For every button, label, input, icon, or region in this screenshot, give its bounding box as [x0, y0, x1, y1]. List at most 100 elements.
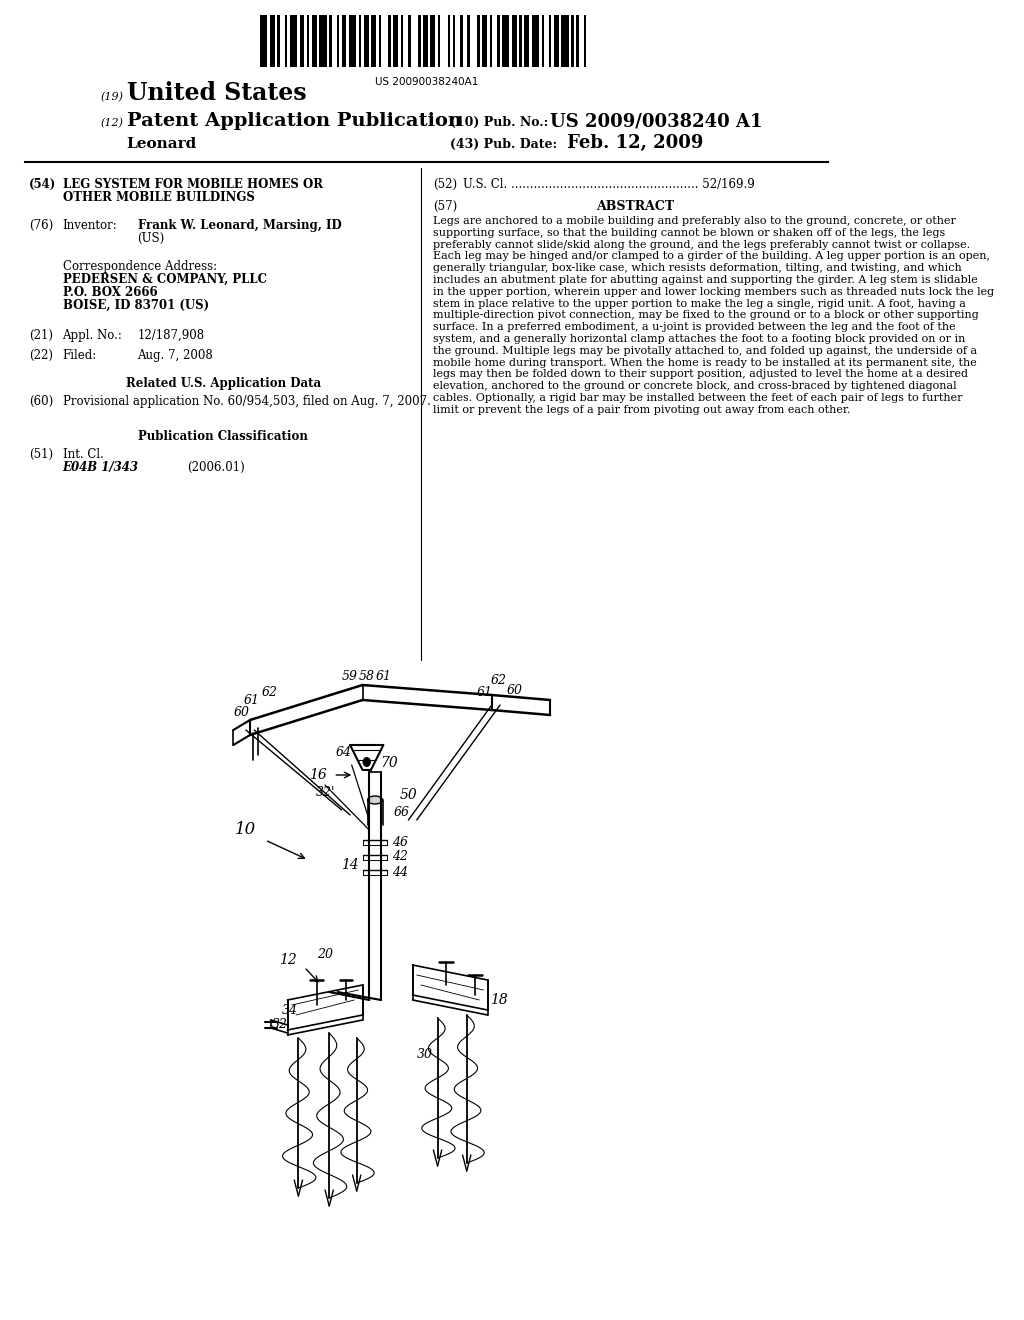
Text: system, and a generally horizontal clamp attaches the foot to a footing block pr: system, and a generally horizontal clamp… [433, 334, 966, 345]
Bar [577, 15, 579, 67]
Bar [364, 15, 369, 67]
Text: supporting surface, so that the building cannot be blown or shaken off of the le: supporting surface, so that the building… [433, 228, 945, 238]
Text: 32': 32' [315, 787, 335, 800]
Bar [260, 15, 267, 67]
Bar [388, 15, 391, 67]
Text: 61: 61 [376, 671, 391, 684]
Bar [561, 15, 568, 67]
Bar [453, 15, 455, 67]
Bar [489, 15, 493, 67]
Text: Frank W. Leonard, Marsing, ID: Frank W. Leonard, Marsing, ID [137, 219, 341, 232]
Text: (19): (19) [100, 91, 123, 102]
Bar [512, 15, 517, 67]
Text: OTHER MOBILE BUILDINGS: OTHER MOBILE BUILDINGS [62, 191, 254, 205]
Text: 61: 61 [477, 685, 494, 698]
Text: generally triangular, box-like case, which resists deformation, tilting, and twi: generally triangular, box-like case, whi… [433, 263, 963, 273]
Text: Related U.S. Application Data: Related U.S. Application Data [126, 378, 321, 389]
Text: 30: 30 [417, 1048, 433, 1061]
Text: 50: 50 [399, 788, 417, 803]
Text: 62: 62 [261, 686, 278, 700]
Text: Publication Classification: Publication Classification [138, 430, 308, 444]
Text: 61: 61 [244, 693, 260, 706]
Text: Feb. 12, 2009: Feb. 12, 2009 [566, 135, 703, 152]
Text: legs may then be folded down to their support position, adjusted to level the ho: legs may then be folded down to their su… [433, 370, 969, 379]
Ellipse shape [368, 796, 383, 804]
Text: Filed:: Filed: [62, 348, 96, 362]
Text: 42: 42 [392, 850, 409, 863]
Text: PEDERSEN & COMPANY, PLLC: PEDERSEN & COMPANY, PLLC [62, 273, 266, 286]
Text: stem in place relative to the upper portion to make the leg a single, rigid unit: stem in place relative to the upper port… [433, 298, 967, 309]
Text: 62: 62 [490, 673, 507, 686]
Bar [549, 15, 552, 67]
Text: (60): (60) [29, 395, 53, 408]
Text: 60: 60 [233, 705, 250, 718]
Text: 10: 10 [236, 821, 256, 838]
Bar [319, 15, 327, 67]
Text: U.S. Cl. .................................................. 52/169.9: U.S. Cl. ...............................… [463, 178, 755, 191]
Text: Correspondence Address:: Correspondence Address: [62, 260, 217, 273]
Text: E04B 1/343: E04B 1/343 [62, 461, 138, 474]
Text: (51): (51) [29, 447, 53, 461]
Text: (US): (US) [137, 232, 165, 246]
Bar [342, 15, 346, 67]
Bar [270, 15, 274, 67]
Text: in the upper portion, wherein upper and lower locking members such as threaded n: in the upper portion, wherein upper and … [433, 286, 994, 297]
Bar [307, 15, 309, 67]
Text: 58: 58 [358, 671, 375, 684]
Text: (43) Pub. Date:: (43) Pub. Date: [451, 139, 557, 150]
Text: (76): (76) [29, 219, 53, 232]
Text: 66: 66 [394, 805, 410, 818]
Text: (21): (21) [29, 329, 53, 342]
Text: United States: United States [127, 81, 306, 106]
Text: limit or prevent the legs of a pair from pivoting out away from each other.: limit or prevent the legs of a pair from… [433, 405, 851, 414]
Text: 12: 12 [279, 953, 296, 968]
Bar [430, 15, 435, 67]
Text: (57): (57) [433, 201, 458, 213]
Text: Each leg may be hinged and/or clamped to a girder of the building. A leg upper p: Each leg may be hinged and/or clamped to… [433, 251, 990, 261]
Bar [290, 15, 297, 67]
Text: Int. Cl.: Int. Cl. [62, 447, 103, 461]
Text: 44: 44 [392, 866, 409, 879]
Text: 12/187,908: 12/187,908 [137, 329, 205, 342]
Bar [358, 15, 361, 67]
Bar [531, 15, 539, 67]
Bar [409, 15, 411, 67]
Text: preferably cannot slide/skid along the ground, and the legs preferably cannot tw: preferably cannot slide/skid along the g… [433, 240, 971, 249]
Text: 59: 59 [342, 671, 358, 684]
Text: 34: 34 [282, 1003, 298, 1016]
Text: (22): (22) [29, 348, 53, 362]
Text: 60: 60 [507, 684, 523, 697]
Bar [329, 15, 332, 67]
Bar [584, 15, 586, 67]
Bar [571, 15, 573, 67]
Bar [468, 15, 470, 67]
Bar [477, 15, 480, 67]
Bar [497, 15, 500, 67]
Text: cables. Optionally, a rigid bar may be installed between the feet of each pair o: cables. Optionally, a rigid bar may be i… [433, 393, 963, 403]
Bar [300, 15, 304, 67]
Bar [554, 15, 559, 67]
Bar [371, 15, 376, 67]
Bar [502, 15, 510, 67]
Bar [379, 15, 381, 67]
Bar [400, 15, 403, 67]
Bar [312, 15, 316, 67]
Text: BOISE, ID 83701 (US): BOISE, ID 83701 (US) [62, 300, 209, 312]
Text: 32: 32 [272, 1019, 288, 1031]
Bar [349, 15, 356, 67]
Text: 18: 18 [489, 993, 507, 1007]
Text: (10) Pub. No.:: (10) Pub. No.: [451, 116, 548, 129]
Bar [337, 15, 339, 67]
Bar [278, 15, 280, 67]
Text: Provisional application No. 60/954,503, filed on Aug. 7, 2007.: Provisional application No. 60/954,503, … [62, 395, 430, 408]
Text: 16: 16 [309, 768, 328, 781]
Text: LEG SYSTEM FOR MOBILE HOMES OR: LEG SYSTEM FOR MOBILE HOMES OR [62, 178, 323, 191]
Text: 70: 70 [380, 756, 398, 770]
Bar [393, 15, 398, 67]
Text: 20: 20 [317, 949, 333, 961]
Bar [423, 15, 428, 67]
Text: US 20090038240A1: US 20090038240A1 [375, 77, 478, 87]
Text: ABSTRACT: ABSTRACT [596, 201, 674, 213]
Text: Appl. No.:: Appl. No.: [62, 329, 123, 342]
Bar [285, 15, 287, 67]
